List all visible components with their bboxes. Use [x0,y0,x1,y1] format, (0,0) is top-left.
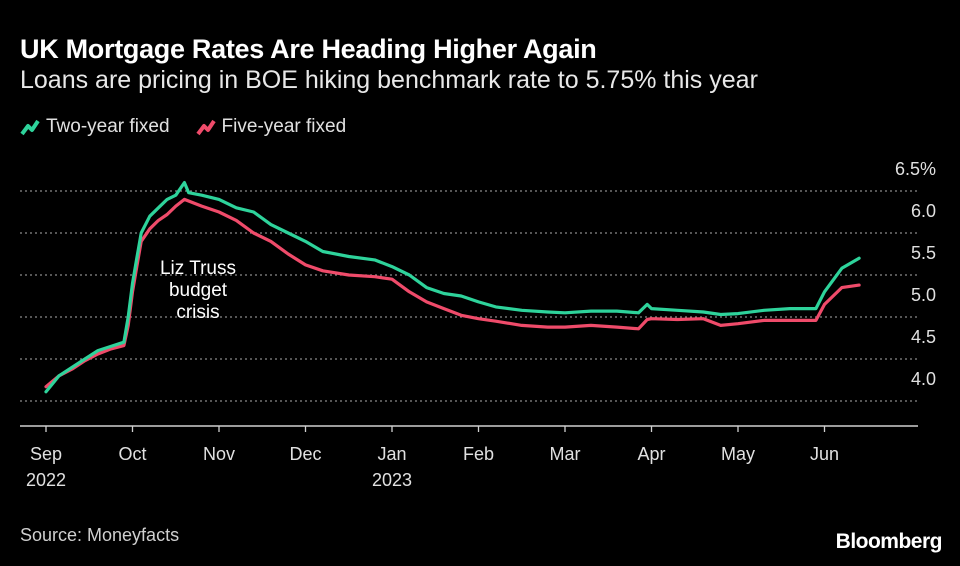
x-tick-label: Sep [30,444,62,464]
x-tick-sublabel: 2023 [372,470,412,490]
legend-swatch-five-year [195,119,216,136]
y-tick-label: 6.5% [895,159,936,179]
y-tick-label: 6.0 [911,201,936,221]
chart-subtitle: Loans are pricing in BOE hiking benchmar… [20,66,758,94]
annotation-text: budget [169,280,228,301]
y-tick-label: 5.0 [911,285,936,305]
y-tick-label: 4.5 [911,327,936,347]
x-tick-sublabel: 2022 [26,470,66,490]
x-tick-label: Jan [377,444,406,464]
annotation-text: crisis [176,302,219,323]
x-tick-label: May [721,444,755,464]
series-line-two-year [44,181,861,394]
annotation-text: Liz Truss [160,258,236,279]
y-tick-label: 5.5 [911,243,936,263]
chart-title: UK Mortgage Rates Are Heading Higher Aga… [20,34,597,64]
legend-label-five-year: Five-year fixed [221,116,347,137]
y-tick-label: 4.0 [911,369,936,389]
legend-label-two-year: Two-year fixed [46,116,170,137]
x-tick-label: Nov [203,444,235,464]
bloomberg-logo: Bloomberg [835,530,943,553]
legend-item-five-year: Five-year fixed [195,116,347,138]
x-tick-label: Dec [289,444,321,464]
legend: Two-year fixed Five-year fixed [20,116,346,138]
x-tick-label: Feb [463,444,494,464]
source-note: Source: Moneyfacts [20,525,180,545]
x-tick-label: Apr [637,444,665,464]
x-tick-label: Oct [118,444,146,464]
legend-item-two-year: Two-year fixed [20,116,170,138]
x-tick-label: Jun [810,444,839,464]
legend-swatch-two-year [20,119,40,136]
x-tick-label: Mar [550,444,581,464]
